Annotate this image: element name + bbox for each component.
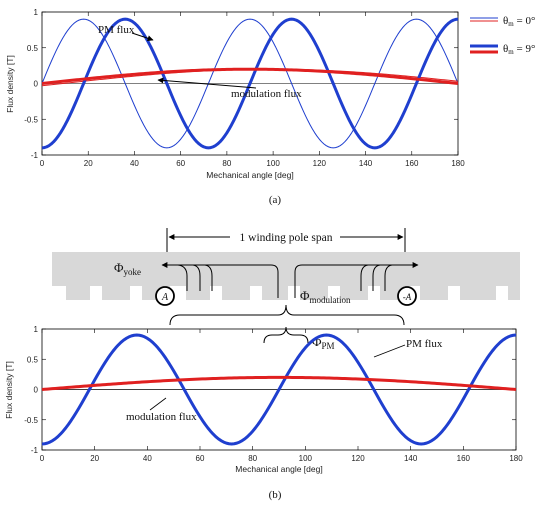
plot-a-xlabel: Mechanical angle [deg] [206,170,293,180]
plot-b-xtick-label-8: 160 [457,454,471,463]
legend-label-1: θm = 9° [503,43,535,56]
plot-b-xtick-label-9: 180 [509,454,523,463]
annotation-modulation-flux-b-leader [149,397,167,411]
plot-a-xtick-label-5: 100 [266,159,280,168]
plot-a-xtick-label-9: 180 [451,159,465,168]
plot-a-ytick-label-2: 0 [34,80,39,89]
coil-a-left [155,286,175,306]
plot-b-xtick-label-6: 120 [351,454,365,463]
plot-a-series-2 [41,17,459,150]
plot-a-xtick-label-4: 80 [222,159,231,168]
plot-a-ytick-label-4: 1 [34,8,39,17]
flux-path-left-1 [204,264,213,291]
plot-a-xtick-label-6: 120 [313,159,327,168]
plot-b-ytick-label-2: 0 [34,386,39,395]
plot-a-xtick-label-3: 60 [176,159,185,168]
annotation-pm-flux-b: PM flux [406,338,443,350]
span-label: 1 winding pole span [240,232,333,244]
flux-path-yoke-outer [161,262,279,298]
flux-path-right-3 [384,264,393,291]
plot-a-series-0 [41,18,459,149]
plot-a-ytick-label-3: 0.5 [27,44,39,53]
plot-b-xtick-label-1: 20 [90,454,99,463]
plot-b-xtick-label-4: 80 [248,454,257,463]
plot-a-ylabel: Flux density [T] [5,55,15,113]
coil-a-right-label: -A [403,292,412,302]
plot-b-xtick-label-7: 140 [404,454,418,463]
annotation-modulation-flux-a: modulation flux [231,88,302,100]
panel-label-b: (b) [269,489,282,501]
legend-label-0: θm = 0° [503,15,535,28]
flux-path-left-3 [177,264,188,291]
plot-a-xtick-label-8: 160 [405,159,419,168]
annotation-pm-flux-a: PM flux [98,24,135,36]
annotation-pm-flux-b-leader [373,344,406,358]
panel-b-chart: 0 20 40 60 80 100 120 140 160 180 -1 -0.5 0 0.5 1 Mech… [4,325,523,474]
plot-a-ytick-label-0: -1 [31,151,39,160]
flux-path-right-1 [360,264,369,291]
flux-path-right-2 [372,264,381,291]
plot-b-ytick-label-0: -1 [31,446,39,455]
flux-path-mod-outer [294,262,419,298]
modulation-brace [169,304,405,326]
plot-b-xtick-label-3: 60 [196,454,205,463]
legend: θm = 0° θm = 9° [470,15,535,56]
plot-b-ylabel: Flux density [T] [4,361,14,419]
plot-a-xtick-label-7: 140 [359,159,373,168]
plot-b-series-0 [41,333,517,446]
annotation-pm-flux-a-arrow [131,32,154,42]
annotation-modulation-flux-b: modulation flux [126,411,197,423]
plot-b-xtick-label-2: 40 [143,454,152,463]
plot-b-xlabel: Mechanical angle [deg] [235,464,322,474]
plot-b-xtick-label-0: 0 [40,454,45,463]
plot-b-ytick-label-1: -0.5 [24,416,38,425]
plot-b-ytick-label-3: 0.5 [27,355,39,364]
plot-a-series-3 [41,67,459,85]
plot-a-xtick-label-2: 40 [130,159,139,168]
plot-a-ytick-label-1: -0.5 [24,115,38,124]
flux-path-left-2 [192,264,201,291]
plot-b-series-1 [41,375,517,391]
plot-a-xtick-label-0: 0 [40,159,45,168]
pm-brace [263,326,309,344]
coil-a-left-label: A [161,292,169,303]
machine-diagram: 1 winding pole span A -A Φyoke Φmodulati… [52,228,520,351]
annotation-modulation-flux-a-arrow [157,77,257,89]
plot-b-ytick-label-4: 1 [34,325,39,334]
plot-a-xtick-label-1: 20 [84,159,93,168]
plot-b-xtick-label-5: 100 [299,454,313,463]
coil-a-right [397,286,417,306]
panel-a-chart: 0 20 40 60 80 100 120 140 160 180 -1 -0.5 0 0.5 1 Mech… [5,8,465,180]
panel-label-a: (a) [269,194,282,206]
